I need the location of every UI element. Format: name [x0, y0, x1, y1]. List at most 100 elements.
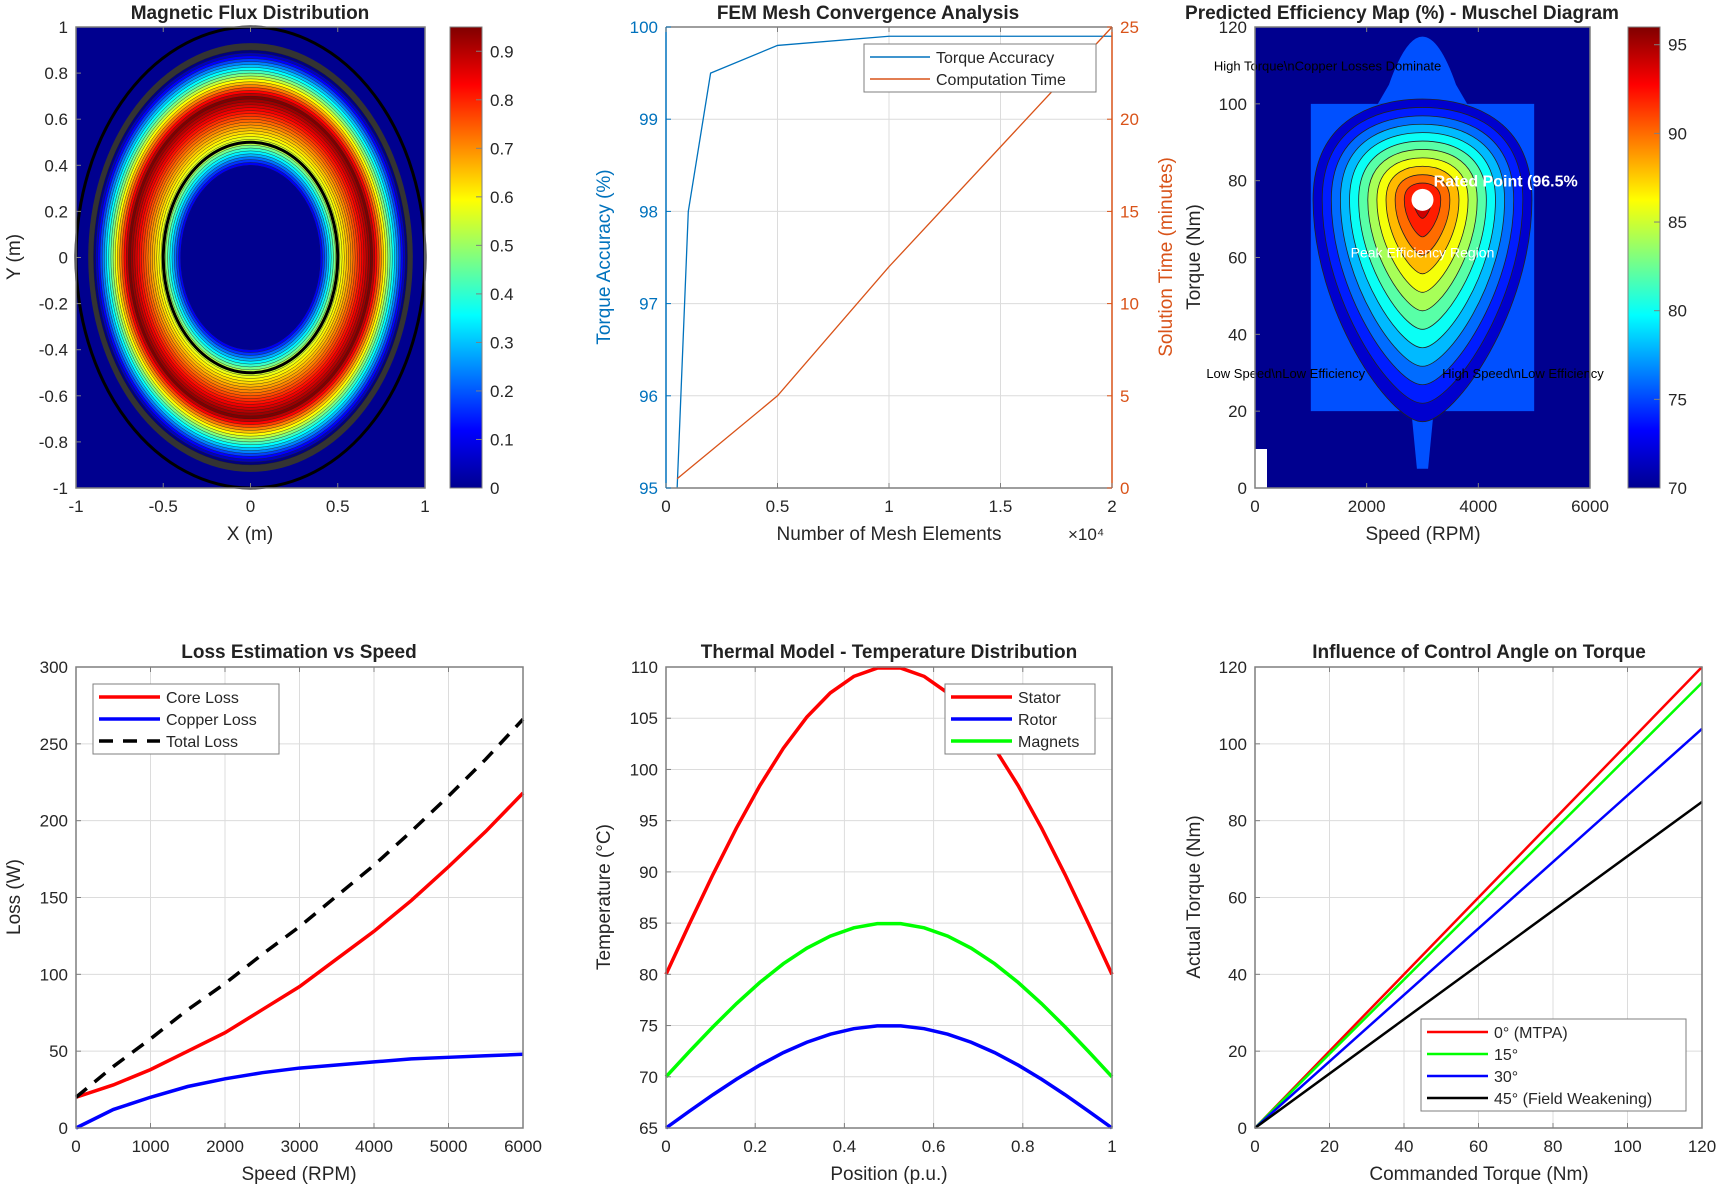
tick-label-y: 100	[40, 965, 68, 984]
panel-flux: Magnetic Flux Distribution -1 -0.5 0 0.5 1-1…	[4, 3, 514, 545]
tick-label-y: 300	[40, 658, 68, 677]
tick-label-x: 1.5	[989, 497, 1013, 516]
ctrl-series-3	[1254, 800, 1703, 1130]
mesh-ylabel-left: Torque Accuracy (%)	[594, 169, 615, 344]
tick-label-y-right: 5	[1120, 387, 1129, 406]
tick-label-y: 95	[639, 812, 658, 831]
tick-label-x: 1	[420, 497, 429, 516]
ctrl-legend-label-3: 45° (Field Weakening)	[1494, 1091, 1652, 1108]
eff-annotations: High Torque\nCopper Losses Dominate Rated…	[1206, 58, 1604, 380]
ctrl-legend-box	[1420, 1018, 1687, 1112]
tick-label-y: 20	[1228, 402, 1247, 421]
tick-label-y: -0.2	[39, 295, 68, 314]
flux-rings	[88, 43, 413, 472]
eff-colorbar	[1627, 26, 1661, 489]
tick-label-y: 0.8	[44, 64, 68, 83]
tick-label-y: 105	[630, 709, 658, 728]
ctrl-legend: 0° (MTPA) 15° 30° 45° (Field Weakening)	[1420, 1018, 1687, 1112]
eff-annotation-2: Peak Efficiency Region	[1351, 245, 1495, 261]
flux-xlabel: X (m)	[227, 524, 273, 545]
colorbar-tick-label: 85	[1668, 213, 1687, 232]
thermal-legend-label-1: Rotor	[1018, 712, 1058, 729]
mesh-series-1	[676, 26, 1113, 480]
tick-label-y: -0.4	[39, 341, 68, 360]
tick-label-y-right: 25	[1120, 18, 1139, 37]
tick-label-y: 95	[639, 479, 658, 498]
flux-title: Magnetic Flux Distribution	[131, 3, 370, 24]
eff-annotation-0: High Torque\nCopper Losses Dominate	[1214, 58, 1441, 73]
tick-label-x: 0.5	[326, 497, 350, 516]
tick-label-x: 2000	[206, 1137, 244, 1156]
loss-legend-label-1: Copper Loss	[166, 712, 257, 729]
loss-legend: Core Loss Copper Loss Total Loss	[92, 683, 280, 755]
colorbar-tick-label: 0.4	[490, 285, 514, 304]
tick-label-x: 0	[661, 497, 670, 516]
tick-label-y: 0.6	[44, 110, 68, 129]
tick-label-y: -1	[53, 479, 68, 498]
tick-label-x: 40	[1395, 1137, 1414, 1156]
eff-xlabel: Speed (RPM)	[1365, 524, 1480, 545]
tick-label-x: 0.2	[743, 1137, 767, 1156]
ctrl-series-0	[1254, 666, 1703, 1129]
colorbar-tick-label: 0.3	[490, 333, 514, 352]
tick-label-x: 0.8	[1011, 1137, 1035, 1156]
tick-label-y: 100	[630, 760, 658, 779]
ctrl-xlabel: Commanded Torque (Nm)	[1369, 1164, 1588, 1185]
tick-label-y: 0.4	[44, 156, 68, 175]
mesh-legend: Torque Accuracy Computation Time	[863, 43, 1097, 93]
tick-label-y: 80	[639, 965, 658, 984]
tick-label-x: 4000	[1459, 497, 1497, 516]
tick-label-y: 85	[639, 914, 658, 933]
tick-label-y: 75	[639, 1017, 658, 1036]
colorbar-tick-label: 0.1	[490, 430, 514, 449]
tick-label-y: 99	[639, 110, 658, 129]
tick-label-x: 2000	[1348, 497, 1386, 516]
colorbar-tick-label: 80	[1668, 302, 1687, 321]
colorbar-tick-label: 0.8	[490, 91, 514, 110]
flux-colorbar	[449, 26, 483, 489]
tick-label-y: 80	[1228, 812, 1247, 831]
tick-label-x: 0	[1250, 497, 1259, 516]
tick-label-y: 60	[1228, 249, 1247, 268]
flux-inner-core	[180, 165, 321, 350]
colorbar-tick-label: 95	[1668, 36, 1687, 55]
eff-title: Predicted Efficiency Map (%) - Muschel D…	[1185, 3, 1619, 24]
mesh-legend-label-0: Torque Accuracy	[936, 50, 1054, 67]
tick-label-x: 1	[1107, 1137, 1116, 1156]
loss-legend-label-2: Total Loss	[166, 734, 238, 751]
eff-bottom-lobe	[1411, 411, 1434, 469]
loss-legend-label-0: Core Loss	[166, 690, 239, 707]
thermal-legend-label-0: Stator	[1018, 690, 1061, 707]
loss-title: Loss Estimation vs Speed	[181, 642, 416, 663]
colorbar-tick-label: 90	[1668, 124, 1687, 143]
tick-label-x: 1	[884, 497, 893, 516]
thermal-xlabel: Position (p.u.)	[830, 1164, 947, 1185]
tick-label-y: 70	[639, 1068, 658, 1087]
tick-label-y: 110	[631, 658, 658, 677]
tick-label-y: 98	[639, 202, 658, 221]
eff-ylabel: Torque (Nm)	[1184, 204, 1205, 310]
thermal-axes-box	[665, 666, 1113, 1129]
flux-ticks: -1 -0.5 0 0.5 1 -1 -0.8 -0.6 -0.4 -0.2 0 0.2 0.4 0.6 0…	[39, 18, 430, 516]
mesh-ylabel-right: Solution Time (minutes)	[1156, 157, 1177, 357]
mesh-x-multiplier: ×10⁴	[1068, 525, 1104, 544]
panel-mesh: FEM Mesh Convergence Analysis 0 0.5 1 1.5 2 9…	[594, 3, 1177, 545]
colorbar-tick-label: 0.5	[490, 236, 514, 255]
tick-label-x: 0.4	[833, 1137, 857, 1156]
eff-top-lobe	[1377, 36, 1468, 104]
ctrl-series-1	[1254, 681, 1703, 1129]
eff-annotation-4: High Speed\nLow Efficiency	[1442, 366, 1604, 381]
thermal-title: Thermal Model - Temperature Distribution	[701, 642, 1078, 663]
thermal-legend: Stator Rotor Magnets	[944, 683, 1096, 755]
thermal-ylabel: Temperature (°C)	[594, 824, 615, 970]
ctrl-legend-label-2: 30°	[1494, 1069, 1518, 1086]
tick-label-y: 80	[1228, 172, 1247, 191]
tick-label-x: 1000	[132, 1137, 170, 1156]
colorbar-tick-label: 0.9	[490, 42, 514, 61]
colorbar-tick-label: 0	[490, 479, 499, 498]
panel-thermal: Thermal Model - Temperature Distribution…	[594, 642, 1117, 1185]
tick-label-y-right: 15	[1120, 202, 1139, 221]
tick-label-x: 3000	[281, 1137, 319, 1156]
tick-label-y: 100	[1219, 95, 1247, 114]
